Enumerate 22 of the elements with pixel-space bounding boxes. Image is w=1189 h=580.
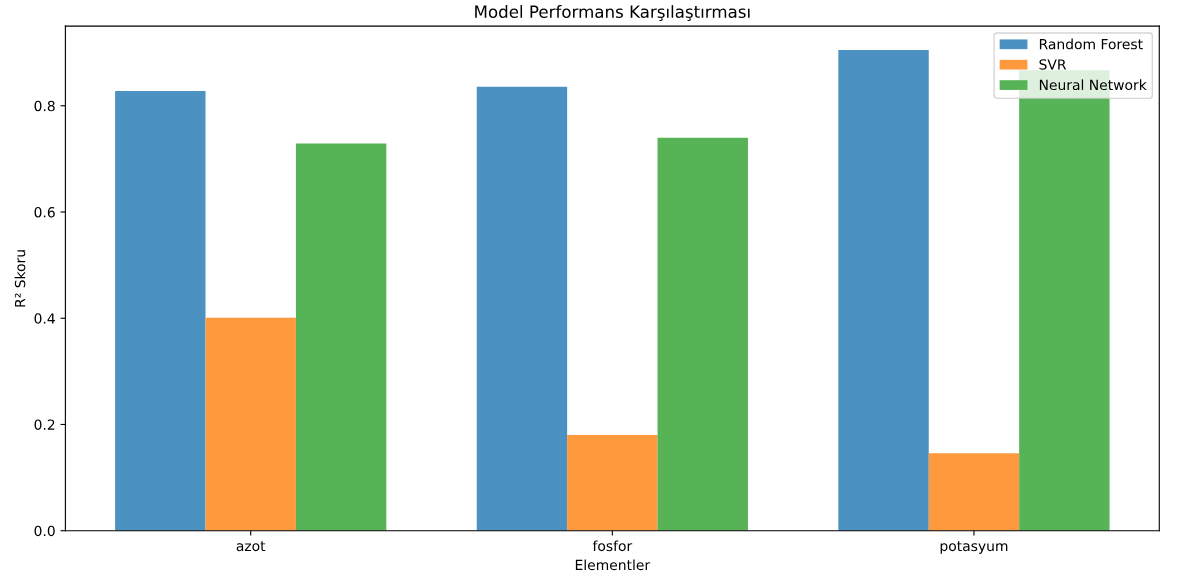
y-tick-label: 0.6 [34, 206, 55, 218]
chart-title: Model Performans Karşılaştırması [475, 5, 750, 21]
legend-label: Neural Network [1039, 79, 1147, 91]
legend-label: SVR [1039, 59, 1067, 70]
bar [657, 137, 748, 531]
x-tick-label: potasyum [940, 541, 1008, 554]
bar [115, 90, 206, 531]
y-tick-label: 0.4 [34, 313, 55, 324]
bar [567, 435, 658, 531]
bar [476, 86, 568, 531]
bar [928, 453, 1020, 531]
x-tick-label: azot [236, 541, 266, 552]
bar [838, 50, 929, 531]
x-tick-label: fosfor [592, 540, 633, 552]
y-tick-label: 0.2 [34, 419, 55, 430]
bar [295, 143, 387, 531]
x-axis-title: Elementler [575, 559, 651, 571]
y-tick-label: 0.0 [34, 525, 55, 537]
y-tick-label: 0.8 [34, 100, 55, 112]
bar [205, 317, 296, 531]
y-axis-title: R² Skoru [14, 250, 26, 307]
legend-label: Random Forest [1039, 38, 1143, 50]
